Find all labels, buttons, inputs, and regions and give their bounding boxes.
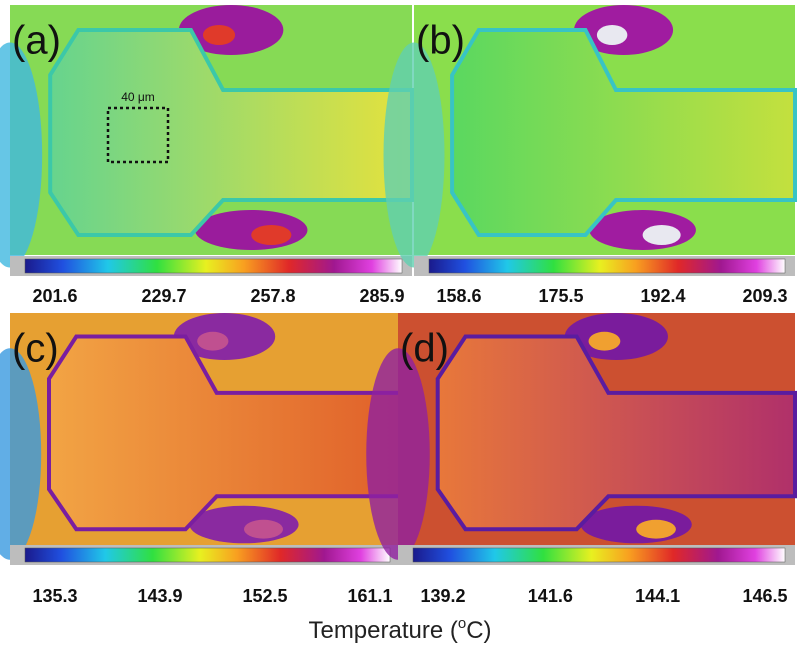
hot-region — [581, 506, 692, 544]
colorbar-tick-label: 201.6 — [32, 286, 77, 306]
figure: (a) 40 μm 201.6 229.7 257.8 285.9 (b) 158.6 175.… — [0, 0, 800, 651]
colorbar-tick-label: 175.5 — [538, 286, 583, 306]
edge-region — [384, 43, 445, 268]
colorbar — [10, 545, 400, 565]
edge-region — [366, 348, 430, 560]
colorbar-tick-label: 144.1 — [635, 586, 680, 606]
hot-region — [251, 225, 291, 245]
colorbar-tick-label: 143.9 — [137, 586, 182, 606]
colorbar-tick-label: 152.5 — [242, 586, 287, 606]
axis-label: Temperature (oC) — [308, 615, 491, 644]
colorbar-tick-label: 285.9 — [359, 286, 404, 306]
colorbar — [10, 256, 412, 276]
colorbar — [398, 545, 795, 565]
hot-region — [203, 25, 235, 45]
colorbar-scale — [25, 548, 390, 562]
colorbar-tick-label: 229.7 — [141, 286, 186, 306]
panel-label: (b) — [416, 19, 465, 63]
hot-region — [597, 25, 627, 45]
panel: (a) 40 μm — [0, 5, 412, 268]
panel-label: (a) — [12, 19, 61, 63]
hot-region — [589, 332, 621, 351]
colorbar-tick-label: 146.5 — [742, 586, 787, 606]
hot-region — [244, 520, 283, 539]
hot-region — [189, 506, 298, 544]
colorbar-tick-label: 158.6 — [436, 286, 481, 306]
colorbar-scale — [429, 259, 785, 273]
colorbar-tick-label: 141.6 — [528, 586, 573, 606]
hot-region — [197, 332, 228, 351]
hot-region — [636, 520, 676, 539]
colorbar-scale — [25, 259, 402, 273]
colorbar-tick-label: 209.3 — [742, 286, 787, 306]
colorbar-tick-label: 139.2 — [420, 586, 465, 606]
colorbar-tick-label: 192.4 — [640, 286, 685, 306]
panel-label: (d) — [400, 327, 449, 371]
colorbar-tick-label: 161.1 — [347, 586, 392, 606]
panel: (b) — [384, 5, 795, 268]
panel: (c) — [0, 313, 400, 560]
panel: (d) — [366, 313, 795, 560]
colorbar — [414, 256, 795, 276]
hot-region — [589, 210, 696, 250]
colorbar-tick-label: 257.8 — [250, 286, 295, 306]
colorbar-tick-label: 135.3 — [32, 586, 77, 606]
colorbar-scale — [413, 548, 785, 562]
scale-label: 40 μm — [121, 90, 155, 104]
panel-label: (c) — [12, 327, 59, 371]
axis-label-suffix: C) — [466, 617, 491, 644]
hot-region — [195, 210, 308, 250]
hot-region — [643, 225, 681, 245]
axis-label-sup: o — [458, 615, 466, 632]
axis-label-prefix: Temperature ( — [308, 617, 457, 644]
